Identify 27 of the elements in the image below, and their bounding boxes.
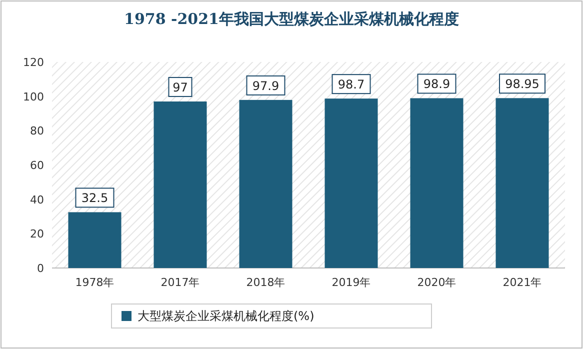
x-tick-label: 2020年 xyxy=(417,276,456,289)
data-label: 97.9 xyxy=(252,78,280,93)
x-tick-label: 2019年 xyxy=(332,276,371,289)
data-label: 98.9 xyxy=(423,77,450,92)
bar xyxy=(324,98,378,268)
y-tick-label: 120 xyxy=(23,56,44,69)
data-label: 98.95 xyxy=(505,77,540,92)
bar xyxy=(410,98,464,268)
bar xyxy=(496,98,549,268)
x-tick-label: 2021年 xyxy=(502,276,542,289)
x-tick-label: 1978年 xyxy=(75,276,114,289)
y-tick-label: 20 xyxy=(30,228,44,241)
y-tick-label: 40 xyxy=(30,193,44,206)
data-label: 32.5 xyxy=(81,191,108,206)
x-tick-label: 2018年 xyxy=(246,276,286,289)
legend-label: 大型煤炭企业采煤机械化程度(%) xyxy=(138,309,314,323)
bar xyxy=(239,100,292,268)
data-label: 98.7 xyxy=(338,78,365,92)
bar xyxy=(68,212,122,268)
y-tick-label: 80 xyxy=(30,124,44,138)
y-tick-label: 100 xyxy=(23,90,44,104)
y-tick-label: 60 xyxy=(30,159,44,172)
y-tick-label: 0 xyxy=(37,262,44,275)
x-tick-label: 2017年 xyxy=(160,276,200,289)
bar xyxy=(154,101,207,268)
data-label: 97 xyxy=(172,80,188,94)
chart-title: 1978 -2021年我国大型煤炭企业采煤机械化程度 xyxy=(124,10,459,28)
